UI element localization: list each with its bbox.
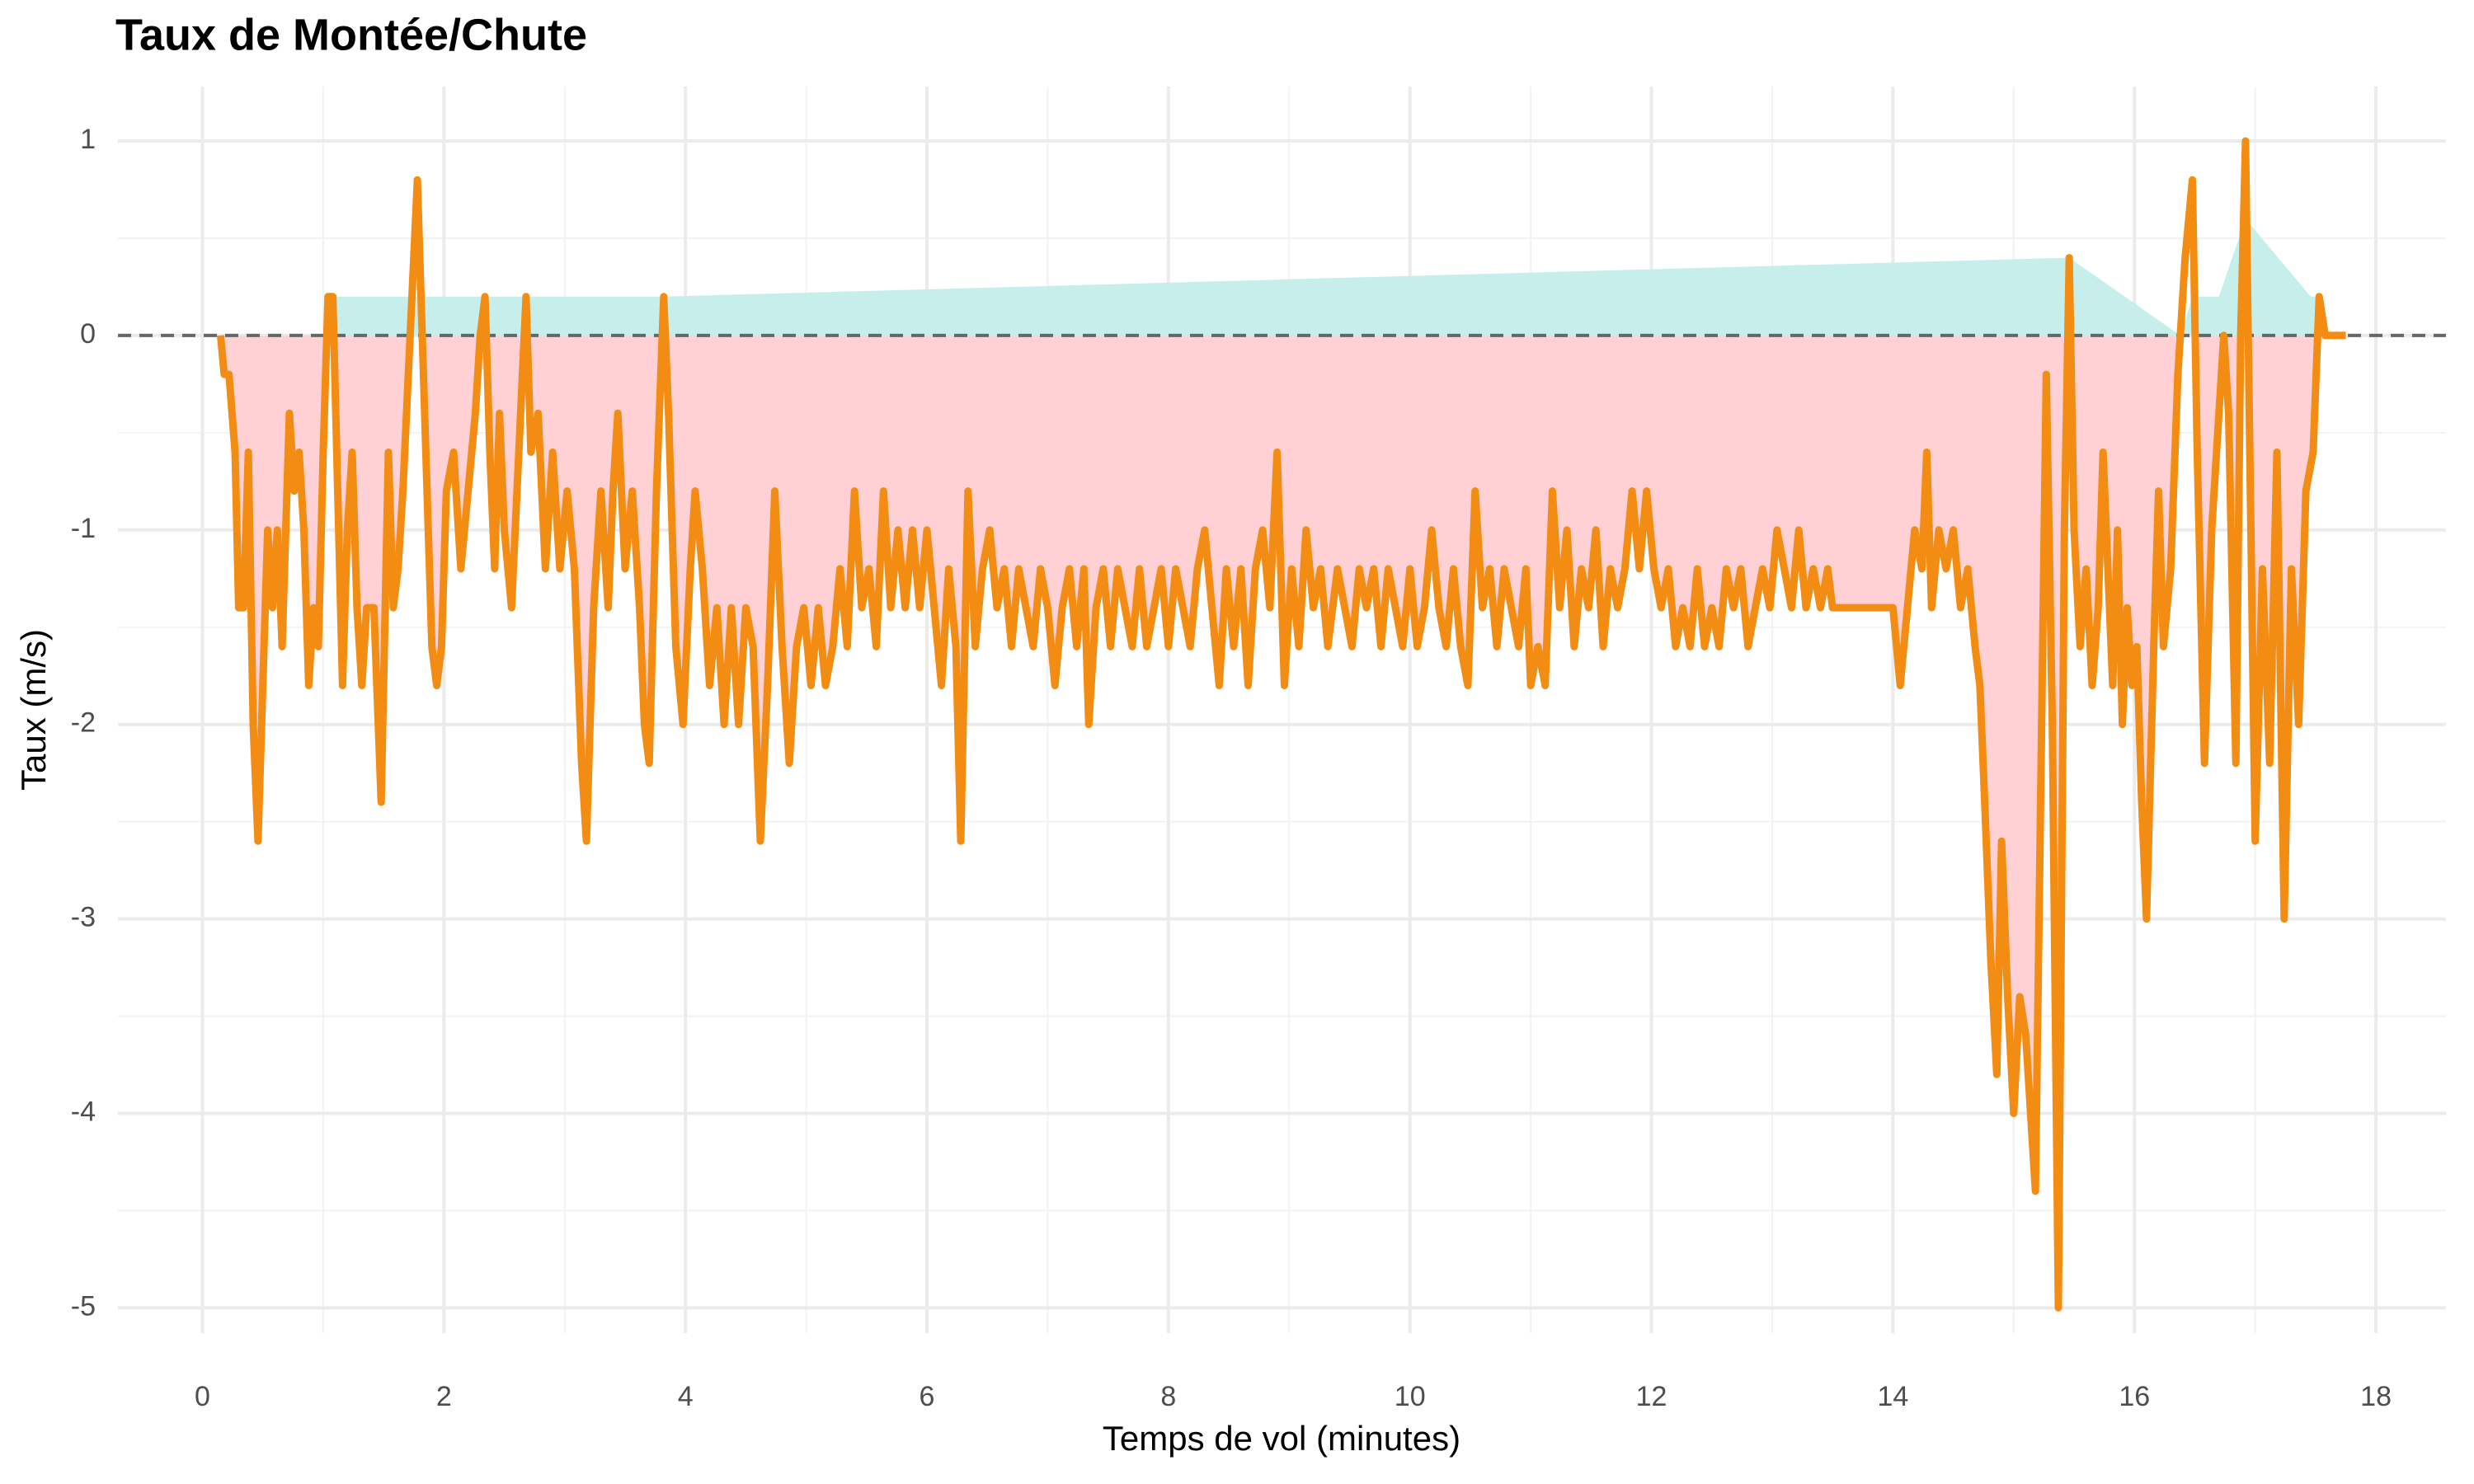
x-tick-label: 12 <box>1636 1381 1667 1412</box>
x-tick-label: 14 <box>1877 1381 1908 1412</box>
x-tick-label: 16 <box>2119 1381 2150 1412</box>
x-tick-label: 0 <box>195 1381 210 1412</box>
x-tick-label: 4 <box>678 1381 694 1412</box>
positive-area <box>329 218 2320 336</box>
x-axis-title: Temps de vol (minutes) <box>1103 1419 1460 1458</box>
x-tick-label: 8 <box>1160 1381 1176 1412</box>
y-tick-label: -4 <box>71 1096 96 1127</box>
data-line <box>216 137 2346 1312</box>
x-tick-label: 10 <box>1395 1381 1426 1412</box>
y-tick-label: -2 <box>71 707 96 739</box>
x-tick-label: 2 <box>436 1381 452 1412</box>
y-tick-label: -1 <box>71 513 96 544</box>
chart-title: Taux de Montée/Chute <box>115 10 587 59</box>
y-tick-label: -5 <box>71 1290 96 1322</box>
y-tick-label: -3 <box>71 902 96 933</box>
x-tick-label: 18 <box>2360 1381 2392 1412</box>
y-tick-label: 0 <box>80 318 96 350</box>
y-tick-label: 1 <box>80 124 96 155</box>
y-axis-title: Taux (m/s) <box>14 629 53 791</box>
x-tick-label: 6 <box>920 1381 935 1412</box>
